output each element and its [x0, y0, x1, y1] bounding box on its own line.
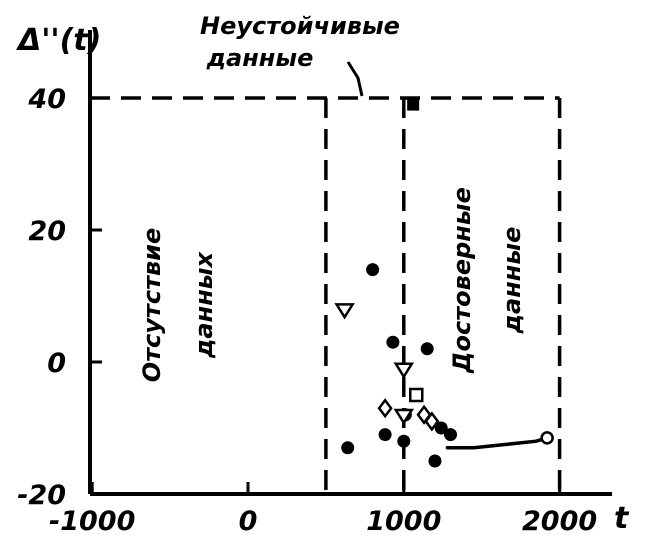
data-point	[420, 342, 434, 356]
y-axis-title: Δ''(t)	[16, 23, 101, 58]
absent-label-line2: данных	[190, 251, 218, 359]
data-point	[334, 303, 355, 320]
absent-label-line1: Отсутствие	[138, 228, 166, 383]
data-point	[341, 441, 355, 455]
y-tick-label: -20	[17, 480, 66, 511]
data-point	[378, 428, 392, 442]
data-point	[409, 387, 424, 403]
data-point	[366, 263, 380, 277]
reliable-label-line2: данные	[498, 227, 526, 335]
data-point	[397, 434, 411, 448]
reliable-label-line1: Достоверные	[448, 187, 476, 374]
unstable-label-line2: данные	[206, 44, 314, 72]
x-axis-title: t	[614, 501, 630, 536]
x-tick-label: 1000	[366, 506, 441, 537]
data-point	[540, 431, 554, 445]
data-point	[428, 454, 442, 468]
y-tick-label: 40	[27, 84, 66, 115]
x-tick-label: -1000	[49, 506, 135, 537]
data-point	[393, 362, 415, 379]
y-tick-label: 20	[28, 216, 66, 247]
region-boundaries	[90, 96, 562, 494]
data-point	[424, 411, 440, 432]
data-points	[334, 98, 554, 468]
unstable-label-line1: Неустойчивые	[200, 12, 400, 40]
x-tick-label: 0	[239, 506, 258, 537]
data-point	[393, 408, 415, 426]
x-tick-label: 2000	[522, 506, 597, 537]
data-point	[377, 398, 393, 419]
data-point	[386, 335, 400, 349]
data-point	[407, 98, 420, 111]
data-point	[444, 428, 458, 442]
y-tick-label: 0	[47, 348, 66, 379]
trend-curve	[445, 436, 549, 450]
unstable-pointer	[346, 61, 364, 97]
data-point	[434, 421, 448, 435]
ticks: -1000 0 1000 2000 -20 0 20 40	[17, 84, 597, 537]
